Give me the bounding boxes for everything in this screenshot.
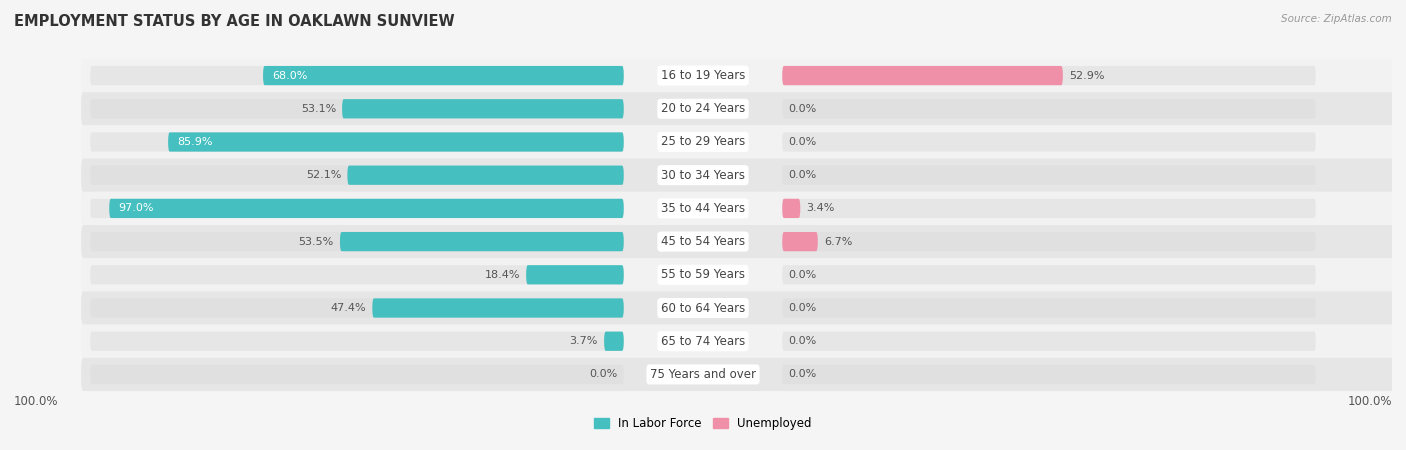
FancyBboxPatch shape [782,132,1316,152]
Text: 52.1%: 52.1% [307,170,342,180]
FancyBboxPatch shape [782,199,800,218]
FancyBboxPatch shape [340,232,624,251]
FancyBboxPatch shape [82,158,1406,192]
Text: 68.0%: 68.0% [273,71,308,81]
FancyBboxPatch shape [90,99,624,118]
Text: 3.7%: 3.7% [569,336,598,346]
Text: 45 to 54 Years: 45 to 54 Years [661,235,745,248]
FancyBboxPatch shape [82,192,1406,225]
FancyBboxPatch shape [82,126,1406,158]
Text: 0.0%: 0.0% [789,369,817,379]
Text: 0.0%: 0.0% [789,137,817,147]
Text: 53.5%: 53.5% [298,237,333,247]
FancyBboxPatch shape [82,92,1406,126]
Text: 75 Years and over: 75 Years and over [650,368,756,381]
Text: 100.0%: 100.0% [1347,395,1392,408]
FancyBboxPatch shape [782,199,1316,218]
FancyBboxPatch shape [82,59,1406,92]
Text: 60 to 64 Years: 60 to 64 Years [661,302,745,315]
FancyBboxPatch shape [82,225,1406,258]
FancyBboxPatch shape [782,298,1316,318]
Text: 65 to 74 Years: 65 to 74 Years [661,335,745,348]
FancyBboxPatch shape [82,258,1406,292]
Text: 25 to 29 Years: 25 to 29 Years [661,135,745,148]
Text: 0.0%: 0.0% [789,303,817,313]
FancyBboxPatch shape [782,232,1316,251]
FancyBboxPatch shape [782,66,1316,85]
Text: 53.1%: 53.1% [301,104,336,114]
Text: 16 to 19 Years: 16 to 19 Years [661,69,745,82]
Text: 0.0%: 0.0% [589,369,617,379]
Text: 35 to 44 Years: 35 to 44 Years [661,202,745,215]
Text: 100.0%: 100.0% [14,395,59,408]
Legend: In Labor Force, Unemployed: In Labor Force, Unemployed [589,412,817,435]
Text: EMPLOYMENT STATUS BY AGE IN OAKLAWN SUNVIEW: EMPLOYMENT STATUS BY AGE IN OAKLAWN SUNV… [14,14,454,28]
FancyBboxPatch shape [90,132,624,152]
FancyBboxPatch shape [90,199,624,218]
FancyBboxPatch shape [263,66,624,85]
FancyBboxPatch shape [90,298,624,318]
FancyBboxPatch shape [90,332,624,351]
FancyBboxPatch shape [90,232,624,251]
Text: 0.0%: 0.0% [789,270,817,280]
Text: 20 to 24 Years: 20 to 24 Years [661,102,745,115]
FancyBboxPatch shape [782,66,1063,85]
FancyBboxPatch shape [782,166,1316,185]
FancyBboxPatch shape [82,358,1406,391]
FancyBboxPatch shape [782,265,1316,284]
FancyBboxPatch shape [90,66,624,85]
FancyBboxPatch shape [526,265,624,284]
FancyBboxPatch shape [605,332,624,351]
FancyBboxPatch shape [782,365,1316,384]
FancyBboxPatch shape [90,265,624,284]
FancyBboxPatch shape [782,232,818,251]
FancyBboxPatch shape [782,332,1316,351]
FancyBboxPatch shape [90,166,624,185]
Text: 97.0%: 97.0% [118,203,153,213]
FancyBboxPatch shape [82,292,1406,324]
Text: Source: ZipAtlas.com: Source: ZipAtlas.com [1281,14,1392,23]
FancyBboxPatch shape [90,365,624,384]
FancyBboxPatch shape [373,298,624,318]
Text: 6.7%: 6.7% [824,237,852,247]
FancyBboxPatch shape [782,99,1316,118]
Text: 0.0%: 0.0% [789,104,817,114]
FancyBboxPatch shape [169,132,624,152]
Text: 47.4%: 47.4% [330,303,366,313]
Text: 55 to 59 Years: 55 to 59 Years [661,268,745,281]
Text: 0.0%: 0.0% [789,170,817,180]
FancyBboxPatch shape [342,99,624,118]
FancyBboxPatch shape [347,166,624,185]
Text: 52.9%: 52.9% [1069,71,1105,81]
FancyBboxPatch shape [110,199,624,218]
Text: 85.9%: 85.9% [177,137,212,147]
FancyBboxPatch shape [82,324,1406,358]
Text: 0.0%: 0.0% [789,336,817,346]
Text: 18.4%: 18.4% [485,270,520,280]
Text: 3.4%: 3.4% [807,203,835,213]
Text: 30 to 34 Years: 30 to 34 Years [661,169,745,182]
